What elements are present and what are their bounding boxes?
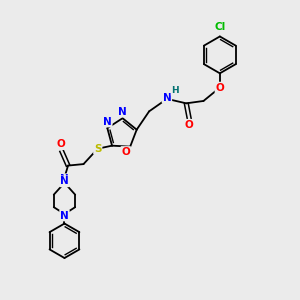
Text: N: N <box>60 176 69 186</box>
Text: O: O <box>56 139 65 149</box>
Text: N: N <box>118 107 127 117</box>
Text: N: N <box>163 93 171 103</box>
Text: O: O <box>215 82 224 93</box>
Text: O: O <box>185 120 194 130</box>
Text: H: H <box>172 86 179 95</box>
Text: N: N <box>60 211 69 220</box>
Text: N: N <box>103 117 112 127</box>
Text: S: S <box>94 144 101 154</box>
Text: Cl: Cl <box>214 22 226 32</box>
Text: O: O <box>121 147 130 157</box>
Text: N: N <box>60 174 69 184</box>
